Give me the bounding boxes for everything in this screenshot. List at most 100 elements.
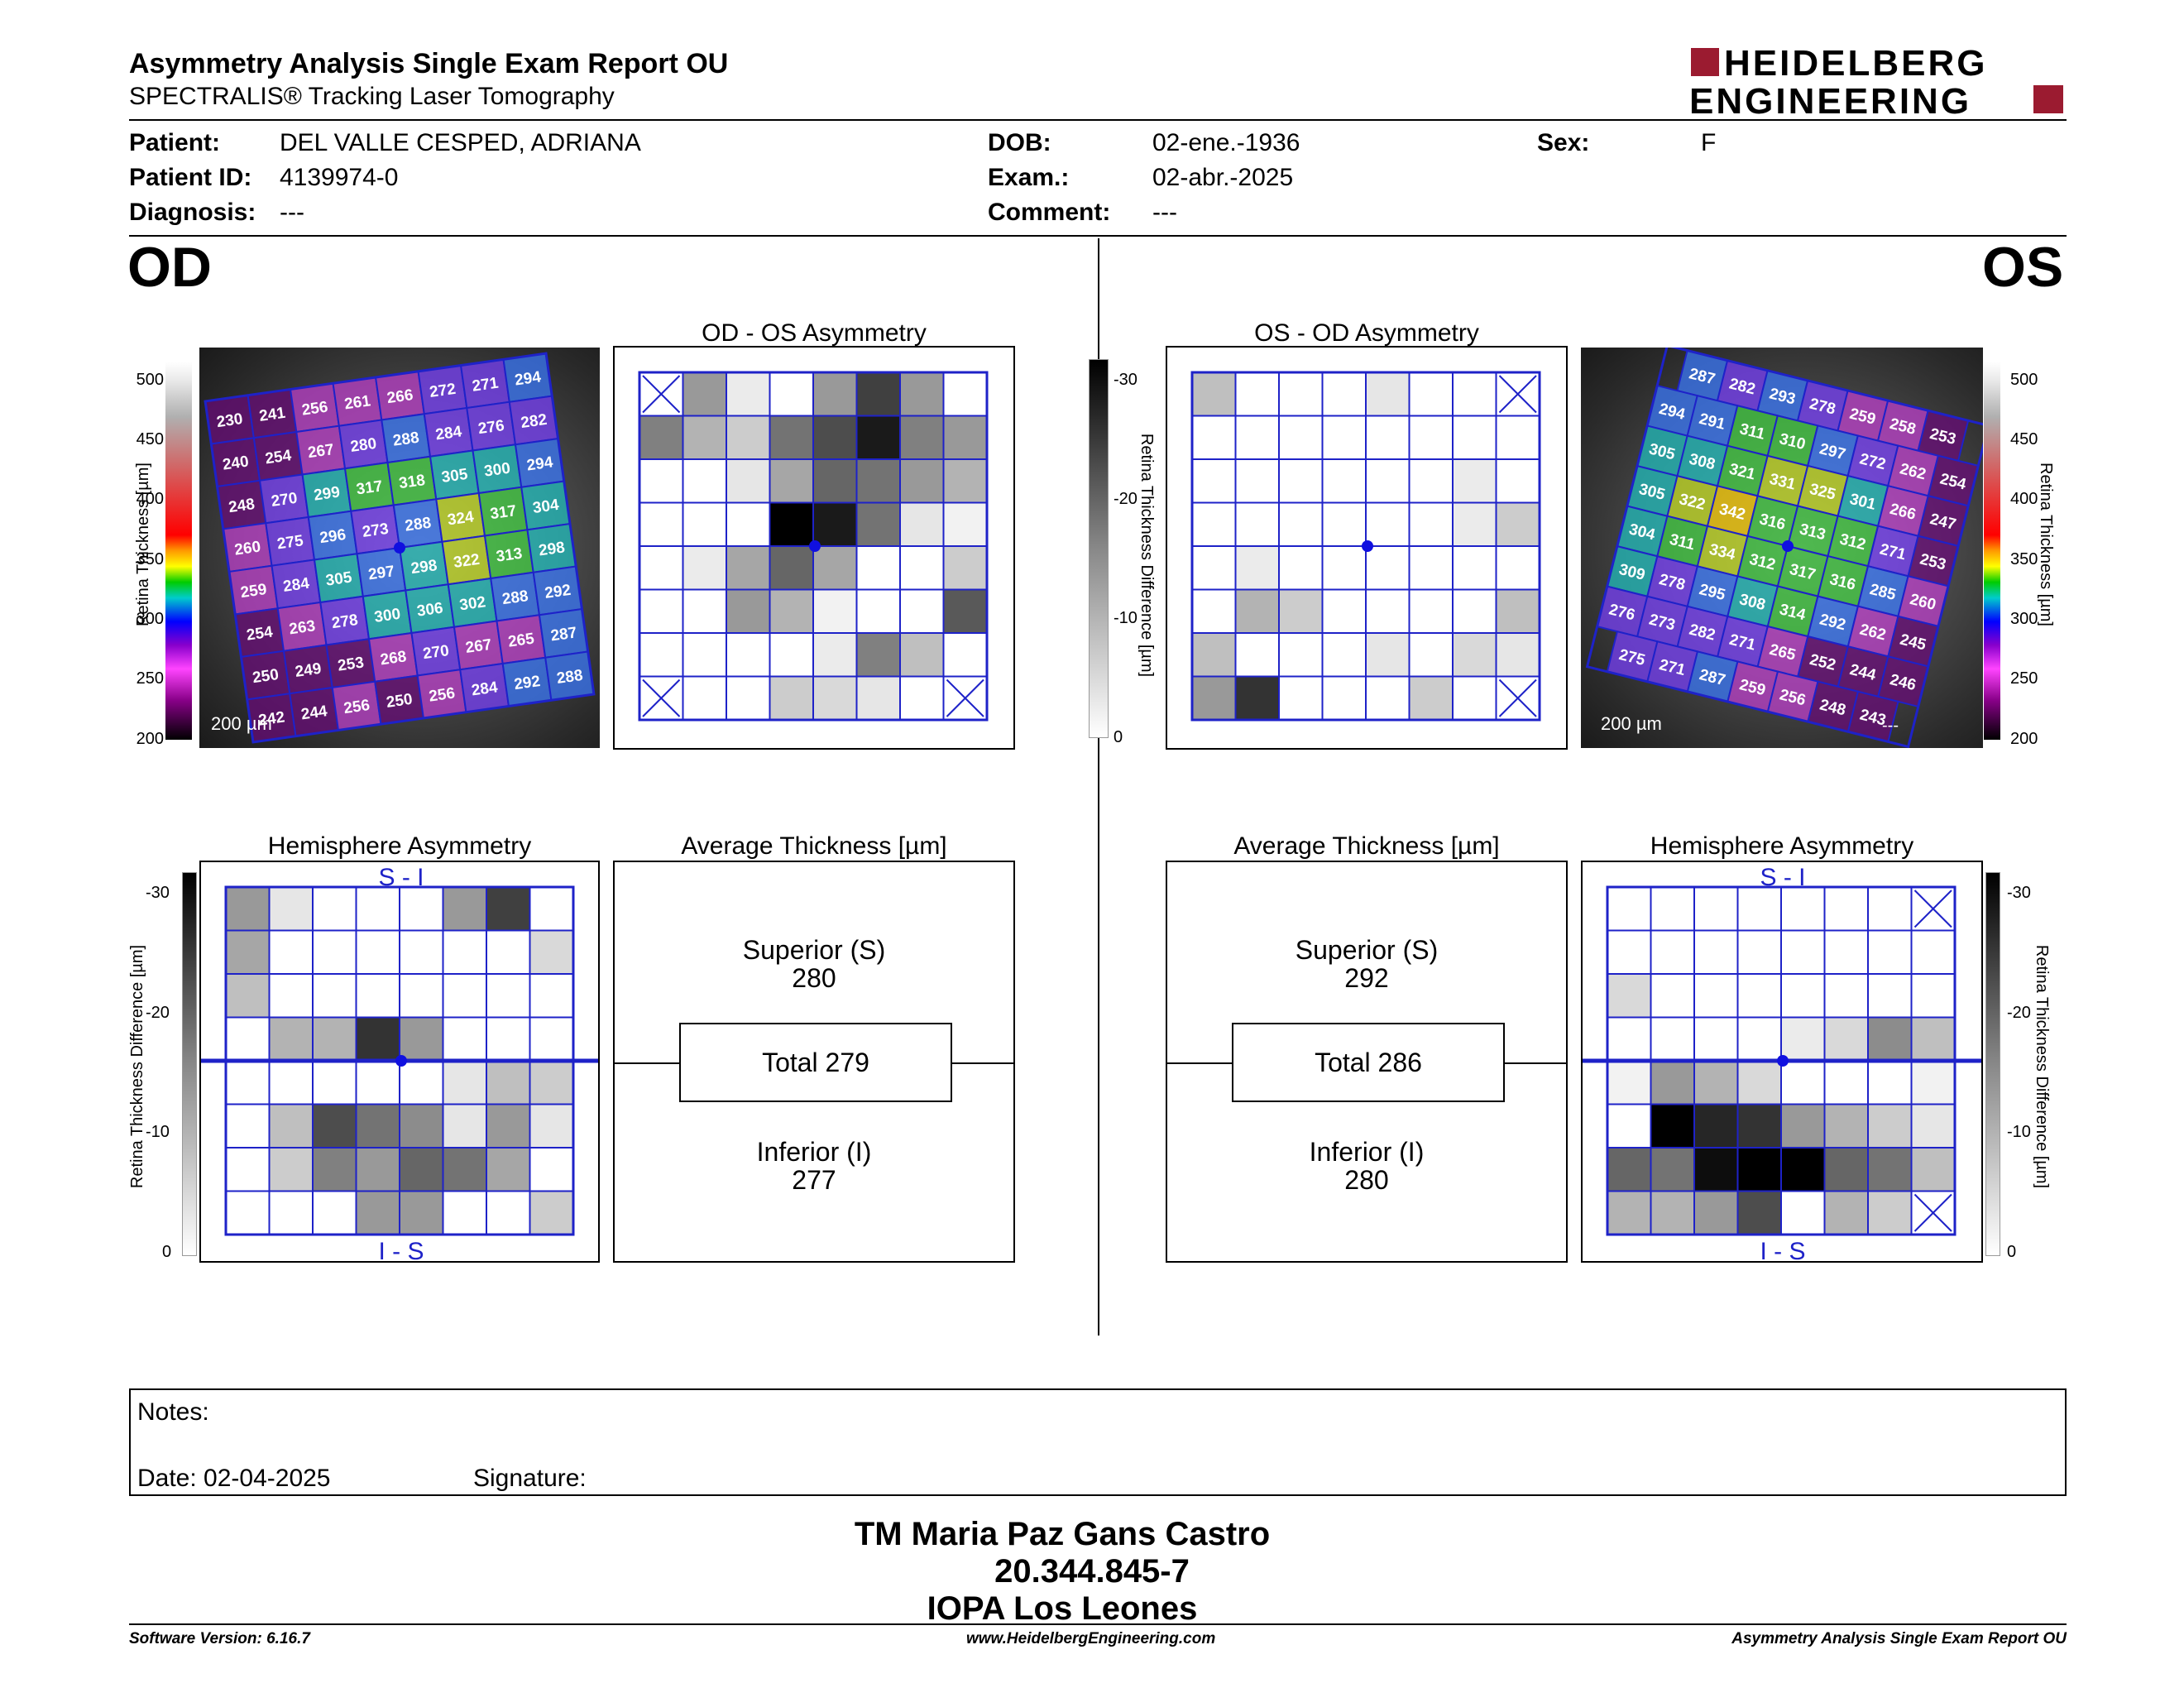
grid-cell [1650,1016,1695,1062]
grid-cell [1693,1103,1739,1149]
grid-cell [268,886,314,932]
grid-cell [1736,1103,1782,1149]
grid-cell [1607,1016,1652,1062]
thickness-grid-border [1585,348,1983,748]
thickness-value: 282 [520,411,548,432]
website-link[interactable]: www.HeidelbergEngineering.com [966,1630,1216,1647]
grid-cell [1780,886,1826,932]
grid-cell [1650,1147,1695,1192]
grid-cell [1321,458,1367,504]
grid-cell [942,501,988,547]
grid-cell [1780,929,1826,975]
grid-cell [1607,1103,1652,1149]
grid-cell [1693,973,1739,1019]
grid-cell [1867,1103,1913,1149]
exam-value: 02-abr.-2025 [1152,164,1294,191]
thickness-value: 317 [355,477,383,498]
diff-tick: -10 [146,1123,170,1141]
grid-cell [1650,929,1695,975]
thickness-value: 248 [228,496,256,516]
grid-cell [1650,1190,1695,1235]
excluded-cell-mark [1498,375,1537,414]
grid-cell [639,632,684,678]
os-thickness-scale-bar [1984,346,2000,740]
od-thickness-axis-label: Retina Thickness [µm] [134,463,152,626]
grid-cell [399,1016,444,1062]
grid-cell [682,675,727,721]
grid-cell [1910,929,1956,975]
os-asym-panel [1166,346,1568,750]
grid-cell [355,1103,400,1149]
grid-cell [225,929,271,975]
grid-cell [1867,886,1913,932]
grid-cell [225,973,271,1019]
thickness-value: 284 [434,423,463,444]
grid-cell [442,1147,487,1192]
grid-cell [312,1016,357,1062]
thickness-value: 276 [477,417,505,438]
grid-cell [1693,929,1739,975]
os-inferior-label: Inferior (I) [1309,1137,1425,1167]
notes-box[interactable]: Notes: Date: 02-04-2025 Signature: [129,1388,2067,1496]
thickness-value: 253 [337,654,365,674]
fovea-marker [394,542,405,554]
thickness-grid-border [204,352,596,744]
patient-id: 4139974-0 [280,164,399,191]
thickness-value: 249 [294,660,322,681]
os-superior-value: 292 [1344,963,1389,993]
grid-cell [1365,372,1410,417]
od-thickness-ticks: 500 450 400 350 300 250 200 [136,371,164,748]
grid-cell [399,973,444,1019]
grid-cell [442,929,487,975]
grid-cell [1910,1060,1956,1105]
grid-cell [1650,1060,1695,1105]
grid-cell [682,501,727,547]
grid-cell [1736,1147,1782,1192]
grid-cell [1867,929,1913,975]
grid-cell [726,675,771,721]
heidelberg-logo: HEIDELBERG ENGINEERING [1688,43,2068,122]
grid-cell [1780,1190,1826,1235]
grid-cell [1408,632,1454,678]
grid-cell [1408,501,1454,547]
thickness-value: 241 [258,405,287,425]
grid-cell [268,1147,314,1192]
grid-cell [1452,501,1497,547]
report-title: Asymmetry Analysis Single Exam Report OU [129,48,729,79]
grid-cell [486,1016,531,1062]
grid-cell [1452,545,1497,591]
grid-cell [855,372,901,417]
grid-cell [486,1190,531,1235]
patient-label: Patient: [129,129,221,156]
grid-cell [529,929,574,975]
grid-cell [1693,886,1739,932]
diff-tick: 0 [1114,728,1123,746]
grid-cell [355,1147,400,1192]
thickness-value: 305 [324,568,353,589]
report-subtitle: SPECTRALIS® Tracking Laser Tomography [129,83,615,110]
grid-cell [1452,458,1497,504]
thickness-value: 270 [270,490,298,511]
grid-cell [268,1016,314,1062]
grid-cell [442,1190,487,1235]
grid-cell [812,545,858,591]
grid-cell [1452,675,1497,721]
os-hemi-axis-label: Retina Thickness Difference [µm] [2033,944,2051,1189]
grid-cell [1495,545,1540,591]
diff-scale-bar-top [1089,359,1109,738]
grid-cell [1736,929,1782,975]
od-inferior-value: 277 [792,1165,836,1195]
grid-cell [1867,973,1913,1019]
grid-cell [769,632,814,678]
fovea-marker [1777,1055,1789,1067]
footer-report-name: Asymmetry Analysis Single Exam Report OU [1731,1630,2067,1647]
grid-cell [682,588,727,634]
thickness-value: 288 [556,667,584,688]
grid-cell [769,675,814,721]
grid-cell [1693,1060,1739,1105]
grid-cell [1278,501,1324,547]
grid-cell [399,1060,444,1105]
grid-cell [899,458,945,504]
signature-label: Signature: [473,1465,587,1492]
thickness-value: 265 [507,630,536,650]
